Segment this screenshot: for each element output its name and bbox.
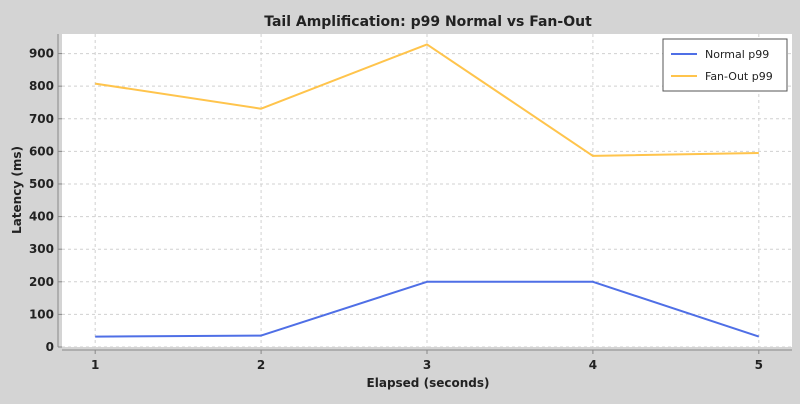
y-axis-label: Latency (ms) — [10, 146, 24, 234]
y-tick-label: 200 — [29, 275, 54, 289]
series-lines — [95, 43, 760, 338]
x-tick-label: 5 — [755, 358, 763, 372]
x-tick-label: 4 — [589, 358, 597, 372]
chart-title: Tail Amplification: p99 Normal vs Fan-Ou… — [264, 14, 592, 30]
y-tick-label: 700 — [29, 112, 54, 126]
y-tick-label: 600 — [29, 144, 54, 158]
y-tick-label: 0 — [46, 340, 54, 354]
y-tick-label: 900 — [29, 47, 54, 61]
series-line-0 — [95, 280, 760, 338]
y-tick-label: 300 — [29, 242, 54, 256]
y-tick-label: 800 — [29, 79, 54, 93]
legend-label: Fan-Out p99 — [705, 70, 773, 83]
y-tick-label: 500 — [29, 177, 54, 191]
series-line-1 — [95, 43, 759, 157]
grid-lines — [62, 34, 792, 348]
y-tick-label: 100 — [29, 307, 54, 321]
x-tick-label: 3 — [423, 358, 431, 372]
x-axis-label: Elapsed (seconds) — [367, 376, 490, 390]
x-tick-label: 1 — [91, 358, 99, 372]
axes: 0 100 200 300 400 500 600 700 800 900 1 2 3 4 5 — [29, 34, 792, 372]
legend: Normal p99 Fan-Out p99 — [662, 38, 788, 92]
x-tick-label: 2 — [257, 358, 265, 372]
legend-label: Normal p99 — [705, 48, 769, 61]
y-tick-label: 400 — [29, 210, 54, 224]
legend-box — [662, 38, 788, 92]
